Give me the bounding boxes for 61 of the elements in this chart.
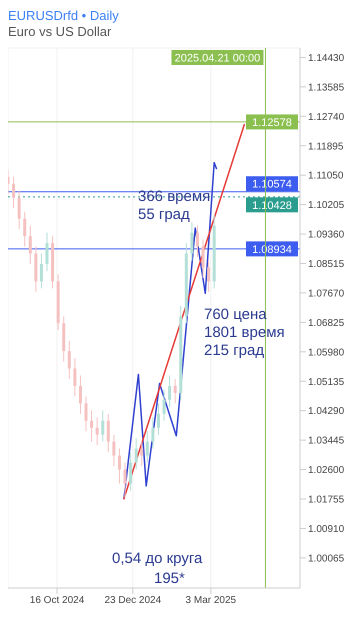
y-tick-label: 1.13585 (308, 82, 345, 94)
candlestick (207, 260, 210, 292)
candlestick (118, 448, 121, 484)
x-tick-label: 16 Oct 2024 (30, 595, 85, 606)
x-tick-label: 3 Mar 2025 (186, 595, 237, 606)
candlestick (140, 441, 144, 467)
candlestick (162, 388, 166, 422)
ref-line-label: 2025.04.21 00:00 (174, 52, 260, 64)
annotation: 55 град (138, 206, 190, 223)
annotation: 195* (154, 570, 185, 587)
candlestick (146, 430, 149, 464)
candlestick (18, 190, 21, 230)
y-tick-label: 1.12740 (308, 112, 345, 123)
candlestick (101, 410, 104, 442)
candlestick (68, 340, 71, 380)
ref-line-label: 1.10428 (252, 200, 292, 212)
candlestick (202, 239, 205, 278)
candlestick (124, 462, 127, 498)
candlestick (106, 413, 110, 453)
y-tick-label: 1.03445 (308, 436, 345, 447)
chart-subtitle: Euro vs US Dollar (8, 24, 112, 41)
candlestick (96, 416, 99, 446)
annotation: 366 время (138, 188, 210, 205)
annotation: 0,54 до круга (112, 550, 202, 567)
candlestick (174, 378, 177, 404)
candlestick (134, 438, 138, 470)
candlestick (40, 253, 43, 289)
candlestick (151, 416, 154, 450)
y-tick-label: 1.02600 (308, 465, 345, 476)
y-tick-label: 1.10205 (308, 200, 345, 212)
candlestick (23, 211, 26, 248)
y-tick-label: 1.11050 (308, 170, 344, 182)
candlestick (156, 402, 160, 436)
candlestick (84, 396, 88, 432)
y-tick-label: 1.14430 (308, 52, 345, 64)
y-tick-label: 1.08515 (308, 259, 345, 270)
candlestick (12, 176, 16, 209)
y-tick-label: 1.07670 (308, 288, 345, 300)
ref-line-label: 1.12578 (252, 116, 292, 129)
candlestick (46, 232, 49, 272)
y-tick-label: 1.01755 (308, 494, 345, 506)
candlestick (196, 225, 199, 258)
y-tick-label: 1.11895 (308, 141, 344, 152)
candlestick (28, 225, 32, 264)
y-tick-label: 1.00065 (308, 553, 345, 564)
y-tick-label: 1.04290 (308, 406, 345, 418)
y-tick-label: 1.06825 (308, 318, 345, 329)
y-tick-label: 1.09360 (308, 230, 345, 241)
y-tick-label: 1.00910 (308, 524, 345, 535)
candlestick (112, 434, 116, 467)
x-tick-label: 23 Dec 2024 (104, 595, 162, 606)
chart-title: EURUSDrfd • Daily (8, 8, 120, 24)
candlestick (90, 410, 94, 442)
y-tick-label: 1.05135 (308, 376, 345, 388)
y-tick-label: 1.05980 (308, 347, 345, 358)
candlestick (190, 222, 194, 262)
annotation: 215 град (204, 342, 264, 359)
candlestick (73, 358, 76, 397)
candlestick (168, 374, 172, 408)
candlestick (129, 452, 132, 491)
candlestick (78, 374, 82, 414)
